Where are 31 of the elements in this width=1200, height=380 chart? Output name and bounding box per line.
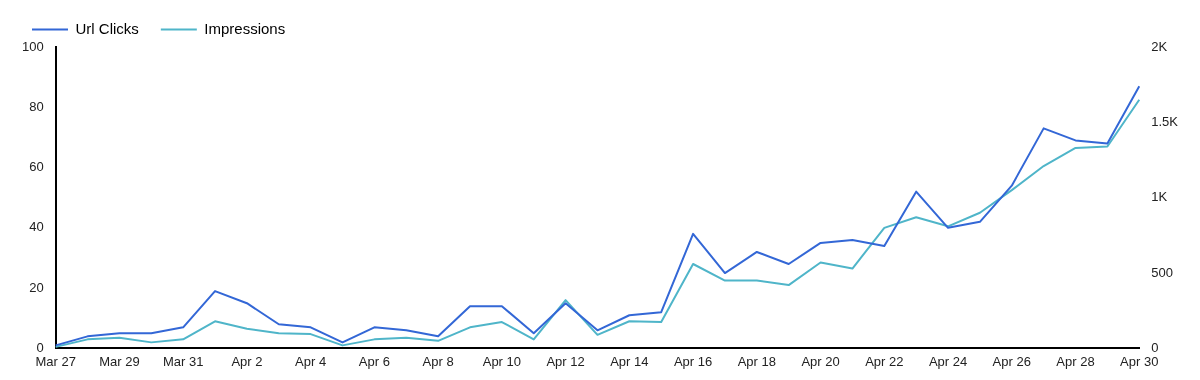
- y-tick-label: 100: [21, 38, 44, 54]
- x-tick-label: Apr 8: [422, 353, 454, 369]
- y-tick-label: 0: [36, 339, 44, 355]
- x-tick-label: Mar 31: [162, 353, 204, 369]
- legend-label: Impressions: [204, 19, 286, 37]
- y-tick-label: 80: [29, 98, 44, 114]
- y-tick-label: 60: [29, 159, 44, 175]
- x-tick-label: Apr 14: [610, 353, 649, 369]
- x-tick-label: Apr 10: [482, 353, 522, 369]
- y2-tick-label: 1.5K: [1151, 113, 1179, 129]
- y2-tick-label: 0: [1151, 339, 1159, 355]
- x-tick-label: Apr 28: [1056, 353, 1095, 369]
- x-tick-label: Apr 6: [358, 353, 390, 369]
- x-tick-label: Apr 18: [737, 353, 776, 369]
- x-tick-label: Apr 26: [992, 353, 1031, 369]
- x-tick-label: Mar 27: [35, 353, 76, 369]
- x-tick-label: Apr 20: [801, 353, 840, 369]
- y-tick-label: 40: [29, 219, 44, 235]
- y2-tick-label: 1K: [1151, 189, 1168, 205]
- y-tick-label: 20: [29, 279, 44, 295]
- x-tick-label: Apr 2: [231, 353, 263, 369]
- x-tick-label: Apr 24: [928, 353, 968, 369]
- x-tick-label: Apr 4: [295, 353, 327, 369]
- legend-label: Url Clicks: [75, 19, 139, 37]
- x-tick-label: Apr 22: [865, 353, 904, 369]
- y2-tick-label: 500: [1151, 264, 1173, 280]
- y2-tick-label: 2K: [1151, 38, 1168, 54]
- x-tick-label: Apr 30: [1120, 353, 1159, 369]
- x-tick-label: Apr 12: [546, 353, 585, 369]
- x-tick-label: Mar 29: [99, 353, 140, 369]
- x-tick-label: Apr 16: [673, 353, 713, 369]
